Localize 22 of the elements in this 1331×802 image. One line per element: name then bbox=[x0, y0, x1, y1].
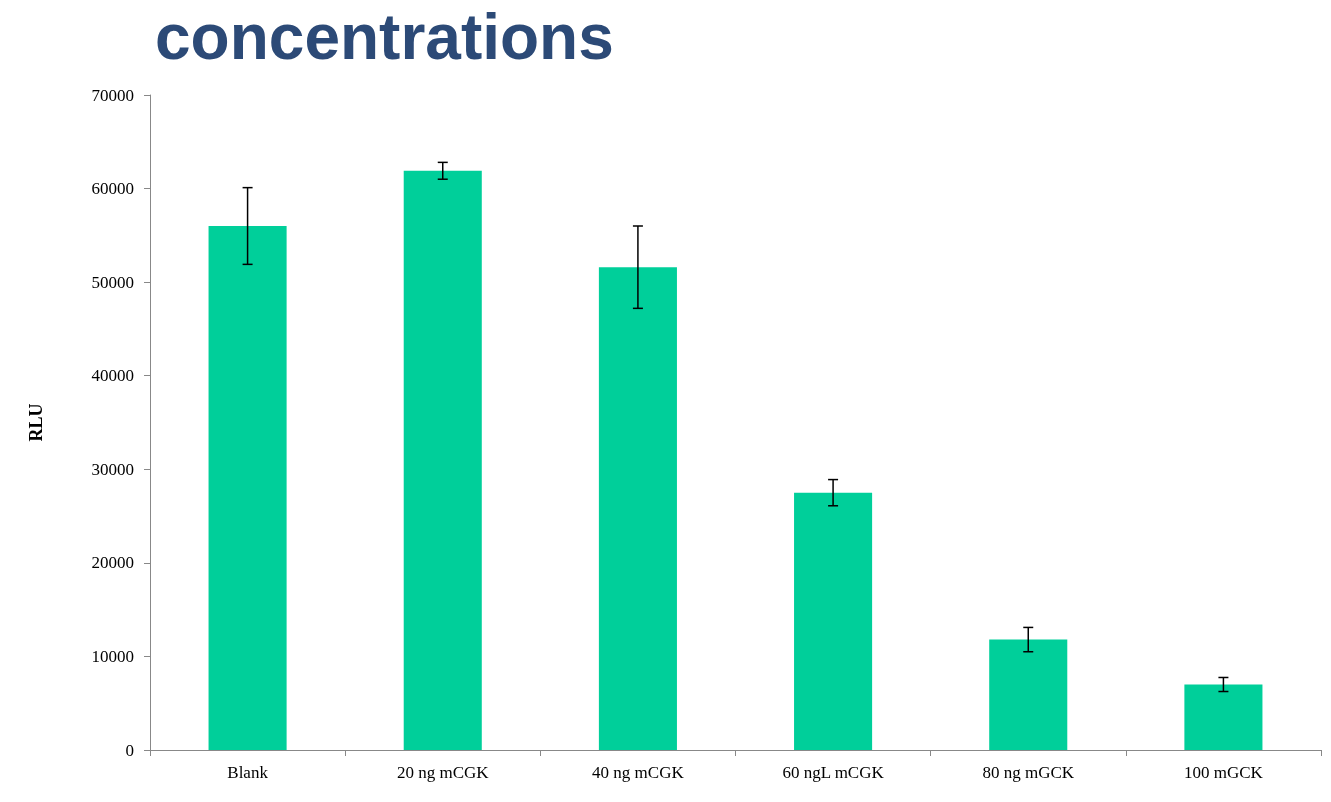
x-tick-label: 60 ngL mCGK bbox=[782, 763, 885, 782]
y-tick-label: 40000 bbox=[91, 366, 134, 386]
y-tick-label: 0 bbox=[125, 740, 134, 760]
y-axis-title: RLU bbox=[26, 403, 46, 442]
bar bbox=[989, 639, 1068, 750]
bar bbox=[794, 492, 873, 750]
x-tick-label: 40 ng mCGK bbox=[592, 763, 685, 782]
x-tick-label: 100 mGCK bbox=[1183, 763, 1264, 782]
bar bbox=[403, 170, 482, 750]
x-tick-label: Blank bbox=[227, 763, 269, 782]
y-tick-label: 10000 bbox=[91, 646, 134, 666]
chart-title: concentrations bbox=[155, 1, 614, 73]
y-tick-label: 30000 bbox=[91, 459, 134, 479]
bar bbox=[1184, 684, 1263, 750]
y-tick-label: 20000 bbox=[91, 553, 134, 573]
x-tick-label: 80 ng mGCK bbox=[982, 763, 1075, 782]
y-tick-label: 60000 bbox=[91, 179, 134, 199]
bar bbox=[208, 226, 287, 750]
x-tick-label: 20 ng mCGK bbox=[396, 763, 490, 782]
y-tick-label: 50000 bbox=[91, 272, 134, 292]
bar bbox=[598, 267, 677, 750]
y-tick-label: 70000 bbox=[91, 85, 134, 105]
